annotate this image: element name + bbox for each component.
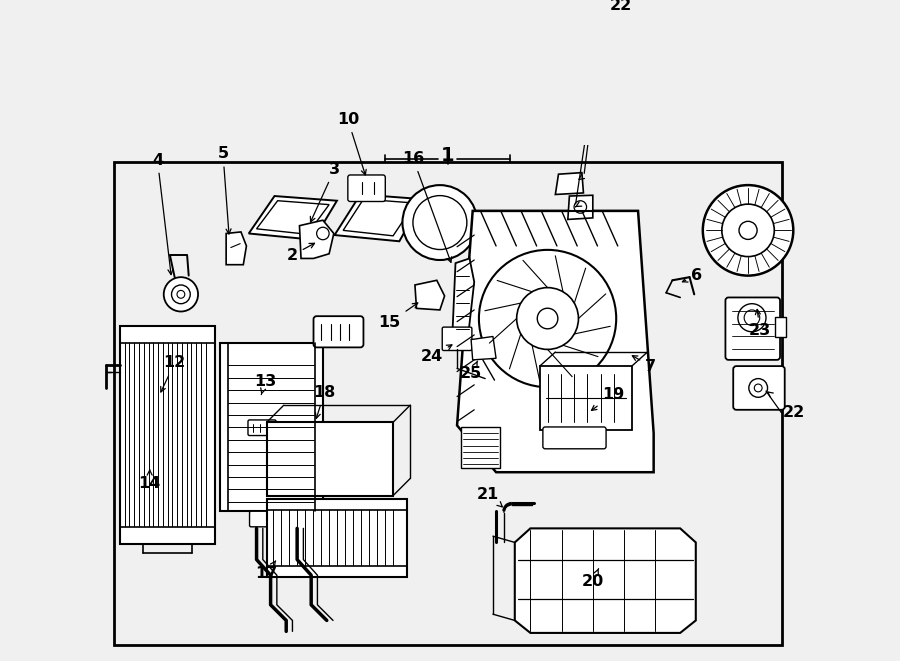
Text: 11: 11 [0,660,1,661]
Text: 14: 14 [139,470,161,490]
Circle shape [517,288,579,350]
Text: 22: 22 [783,405,806,420]
Text: 9: 9 [0,660,1,661]
Text: 17: 17 [256,561,278,581]
Circle shape [739,221,757,239]
Bar [266,422,393,496]
Bar [266,499,407,577]
Polygon shape [568,195,593,219]
Polygon shape [343,199,415,236]
Circle shape [574,201,587,214]
Polygon shape [515,528,696,633]
FancyBboxPatch shape [347,175,385,202]
Text: 23: 23 [749,309,771,338]
Polygon shape [461,427,500,468]
Text: 10: 10 [337,112,366,175]
Text: 1: 1 [441,146,454,165]
Text: 4: 4 [152,153,173,274]
Text: 8: 8 [0,660,1,661]
FancyBboxPatch shape [313,316,364,348]
Circle shape [413,196,467,249]
Polygon shape [226,232,247,264]
Circle shape [317,227,329,240]
Text: 21: 21 [477,486,502,507]
Circle shape [754,384,762,392]
Text: 6: 6 [682,268,702,283]
Text: 20: 20 [581,568,604,589]
Polygon shape [471,336,496,360]
Text: 7: 7 [633,356,656,373]
Circle shape [402,185,477,260]
FancyBboxPatch shape [543,427,606,449]
Polygon shape [453,258,474,337]
Text: 18: 18 [313,385,336,418]
Text: 24: 24 [421,345,452,364]
Text: 13: 13 [254,374,276,395]
Text: 5: 5 [218,146,231,234]
FancyBboxPatch shape [248,420,276,436]
FancyBboxPatch shape [725,297,780,360]
Circle shape [722,204,774,256]
Circle shape [172,285,190,303]
Bar [540,366,632,430]
Circle shape [537,308,558,329]
Polygon shape [300,220,334,258]
Text: 22: 22 [610,0,632,13]
Circle shape [749,379,768,397]
Circle shape [479,250,616,387]
Polygon shape [335,194,423,241]
Bar [120,325,215,544]
FancyBboxPatch shape [442,327,472,350]
Polygon shape [248,196,337,240]
Text: 15: 15 [379,303,418,330]
Bar [776,317,787,337]
Circle shape [738,303,766,332]
Circle shape [703,185,793,276]
Circle shape [177,290,184,298]
Text: 12: 12 [161,356,185,392]
FancyBboxPatch shape [734,366,785,410]
Text: 19: 19 [591,387,625,410]
Text: 2: 2 [287,243,314,263]
Polygon shape [555,173,583,194]
Text: 16: 16 [402,151,452,262]
Circle shape [744,310,760,325]
Polygon shape [415,280,445,310]
Polygon shape [256,201,329,234]
Text: 25: 25 [460,361,482,381]
Polygon shape [457,211,653,472]
Circle shape [164,277,198,311]
FancyBboxPatch shape [249,511,292,527]
Bar [220,344,323,511]
Text: 3: 3 [310,162,340,222]
